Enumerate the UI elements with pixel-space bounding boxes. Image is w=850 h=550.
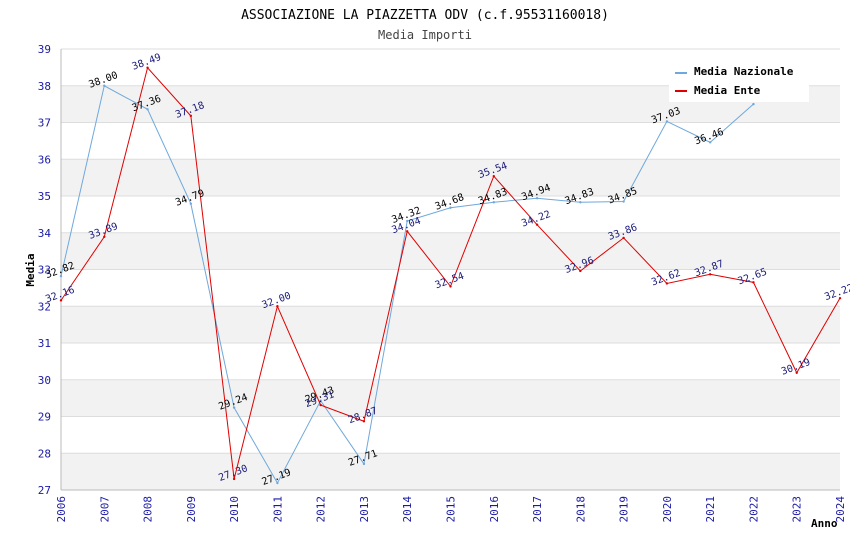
data-point-media-nazionale: [708, 141, 712, 144]
x-tick-label: 2011: [271, 496, 284, 523]
y-tick-label: 28: [38, 447, 51, 460]
data-point-media-ente: [622, 236, 625, 240]
grid-band: [61, 269, 840, 307]
data-point-media-ente: [362, 420, 366, 423]
chart-title: ASSOCIAZIONE LA PIAZZETTA ODV (c.f.95531…: [241, 8, 609, 23]
series-layer: [59, 66, 842, 485]
y-tick-label: 27: [38, 484, 51, 497]
grid-band: [61, 343, 840, 380]
grid-band: [61, 306, 840, 343]
data-point-media-ente: [232, 477, 236, 481]
y-tick-label: 33: [38, 264, 51, 277]
legend: Media Nazionale Media Ente: [669, 60, 809, 102]
data-point-media-ente: [146, 66, 149, 69]
data-point-media-ente: [103, 235, 106, 238]
data-point-media-ente: [665, 282, 669, 285]
y-tick-label: 36: [38, 153, 51, 166]
data-point-media-nazionale: [665, 120, 669, 123]
data-point-media-nazionale: [492, 201, 495, 204]
data-point-media-ente: [406, 230, 409, 233]
legend-box: [669, 60, 809, 102]
data-point-media-ente: [492, 174, 495, 178]
grid-band: [61, 159, 840, 196]
grid-band: [61, 196, 840, 233]
x-tick-label: 2024: [834, 496, 847, 523]
y-tick-label: 38: [38, 80, 51, 93]
data-point-media-ente: [535, 223, 539, 226]
data-point-media-ente: [795, 371, 798, 374]
x-tick-label: 2012: [315, 496, 328, 523]
grid-band: [61, 416, 840, 454]
data-point-media-nazionale: [103, 84, 106, 87]
data-point-media-nazionale: [362, 462, 366, 466]
x-tick-label: 2009: [185, 496, 198, 523]
data-point-media-ente: [59, 299, 63, 302]
data-point-media-ente: [319, 403, 322, 407]
data-point-media-ente: [276, 305, 279, 308]
y-tick-label: 34: [38, 227, 52, 240]
x-tick-label: 2020: [661, 496, 674, 523]
data-point-media-nazionale: [535, 197, 539, 200]
data-point-media-nazionale: [406, 219, 409, 223]
data-point-media-ente: [189, 114, 193, 118]
chart-subtitle: Media Importi: [378, 28, 472, 42]
data-point-media-nazionale: [579, 201, 582, 204]
y-tick-label: 29: [38, 411, 51, 424]
x-tick-label: 2021: [704, 496, 717, 523]
data-point-media-nazionale: [146, 108, 149, 111]
y-tick-label: 31: [38, 337, 51, 350]
grid-band: [61, 232, 840, 270]
data-point-media-nazionale: [319, 399, 322, 402]
data-point-media-ente: [708, 273, 712, 276]
data-point-media-ente: [838, 296, 842, 300]
x-tick-label: 2017: [531, 496, 544, 523]
x-tick-label: 2015: [445, 496, 458, 523]
y-tick-label: 35: [38, 190, 51, 203]
y-tick-label: 39: [38, 43, 51, 56]
data-point-media-nazionale: [59, 274, 63, 278]
grid-band: [61, 379, 840, 417]
data-point-media-nazionale: [622, 200, 625, 203]
x-tick-label: 2022: [747, 496, 760, 523]
grid-band: [61, 453, 840, 490]
y-tick-label: 32: [38, 300, 51, 313]
x-tick-label: 2013: [358, 496, 371, 523]
x-tick-label: 2016: [488, 496, 501, 523]
legend-label-media-nazionale: Media Nazionale: [694, 65, 794, 78]
x-tick-label: 2019: [618, 496, 631, 523]
x-tick-label: 2023: [791, 496, 804, 523]
data-point-media-ente: [579, 269, 582, 273]
x-tick-label: 2006: [55, 496, 68, 523]
x-axis-label: Anno: [811, 517, 838, 530]
x-tick-label: 2007: [98, 496, 111, 523]
data-point-media-nazionale: [232, 406, 236, 409]
legend-label-media-ente: Media Ente: [694, 84, 761, 97]
data-point-media-nazionale: [276, 481, 279, 485]
data-point-media-nazionale: [752, 102, 755, 106]
data-point-media-nazionale: [189, 202, 193, 205]
x-axis: 2006 2007 2008 2009 2010 2011 2012 2013 2014 2015…: [55, 496, 847, 523]
grid-band: [61, 122, 840, 160]
y-tick-label: 30: [38, 374, 51, 387]
data-point-media-nazionale: [449, 206, 452, 209]
y-axis-label: Media: [24, 253, 37, 286]
x-tick-label: 2010: [228, 496, 241, 523]
y-axis: 27 28 29 30 31 32 33 34 35 36 37 38 39: [38, 43, 52, 497]
grid-bands: [60, 48, 840, 491]
data-point-media-ente: [752, 281, 755, 284]
data-point-media-ente: [449, 285, 452, 288]
x-tick-label: 2008: [142, 496, 155, 523]
x-tick-label: 2018: [574, 496, 587, 523]
x-tick-label: 2014: [401, 496, 414, 523]
y-tick-label: 37: [38, 117, 51, 130]
